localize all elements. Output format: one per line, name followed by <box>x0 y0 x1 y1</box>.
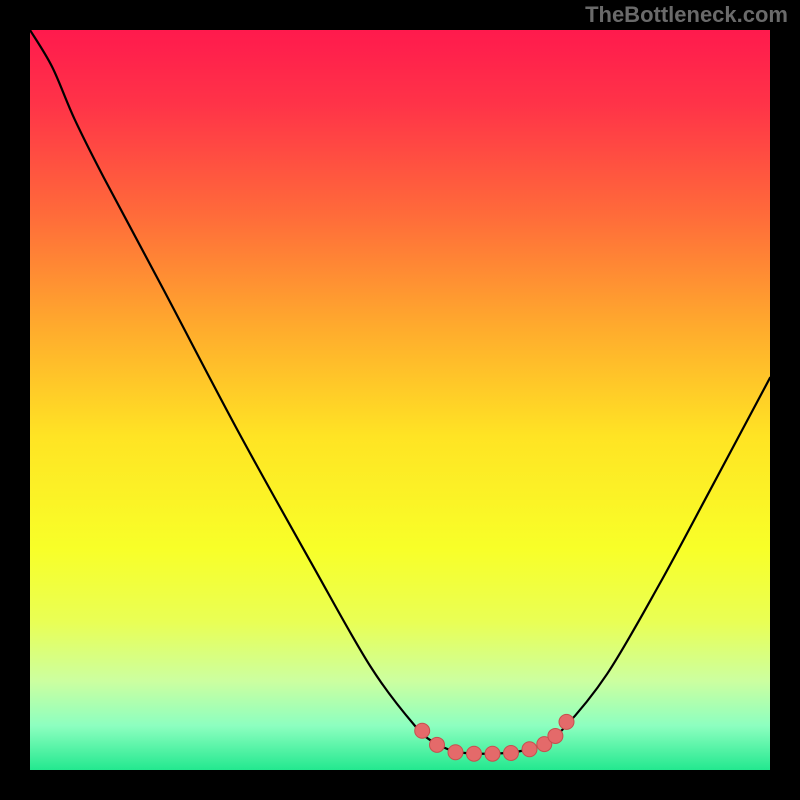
chart-frame: TheBottleneck.com <box>0 0 800 800</box>
watermark-text: TheBottleneck.com <box>585 2 788 28</box>
optimal-marker <box>548 728 563 743</box>
optimal-marker <box>485 746 500 761</box>
optimal-marker <box>430 737 445 752</box>
optimal-marker <box>415 723 430 738</box>
optimal-marker <box>467 746 482 761</box>
chart-background <box>30 30 770 770</box>
optimal-marker <box>448 745 463 760</box>
optimal-marker <box>504 745 519 760</box>
optimal-marker <box>522 742 537 757</box>
chart-plot-svg <box>30 30 770 770</box>
optimal-marker <box>559 714 574 729</box>
